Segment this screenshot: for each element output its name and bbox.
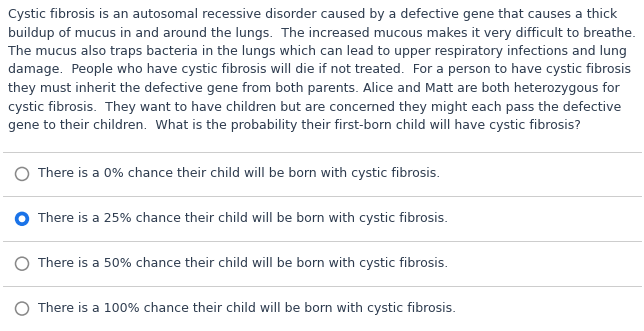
Circle shape [15,212,28,225]
Text: they must inherit the defective gene from both parents. Alice and Matt are both : they must inherit the defective gene fro… [8,82,620,95]
Text: There is a 25% chance their child will be born with cystic fibrosis.: There is a 25% chance their child will b… [38,212,448,225]
Circle shape [19,216,24,221]
Text: There is a 0% chance their child will be born with cystic fibrosis.: There is a 0% chance their child will be… [38,167,440,180]
Text: The mucus also traps bacteria in the lungs which can lead to upper respiratory i: The mucus also traps bacteria in the lun… [8,45,627,58]
Text: There is a 50% chance their child will be born with cystic fibrosis.: There is a 50% chance their child will b… [38,257,448,270]
Text: There is a 100% chance their child will be born with cystic fibrosis.: There is a 100% chance their child will … [38,302,456,315]
Text: gene to their children.  What is the probability their first-born child will hav: gene to their children. What is the prob… [8,119,581,132]
Text: cystic fibrosis.  They want to have children but are concerned they might each p: cystic fibrosis. They want to have child… [8,101,621,114]
Text: damage.  People who have cystic fibrosis will die if not treated.  For a person : damage. People who have cystic fibrosis … [8,64,630,76]
Text: Cystic fibrosis is an autosomal recessive disorder caused by a defective gene th: Cystic fibrosis is an autosomal recessiv… [8,8,617,21]
Text: buildup of mucus in and around the lungs.  The increased mucous makes it very di: buildup of mucus in and around the lungs… [8,26,636,39]
